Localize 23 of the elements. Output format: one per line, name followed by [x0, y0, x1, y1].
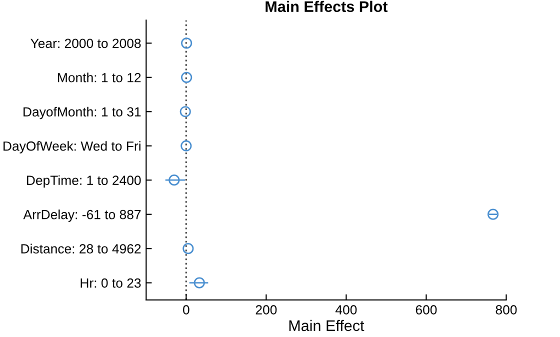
x-tick-label: 600: [416, 305, 437, 314]
y-tick-label: Month: 1 to 12: [58, 72, 141, 82]
point: [181, 72, 192, 83]
point: [180, 140, 192, 152]
point: [180, 106, 191, 118]
x-tick-label: 0: [183, 305, 190, 314]
point: [168, 174, 180, 186]
x-axis-title: Main Effect: [289, 320, 364, 332]
x-tick-label: 200: [256, 305, 277, 314]
point: [182, 243, 194, 254]
point: [487, 208, 499, 220]
point: [194, 277, 205, 288]
y-tick-label: DayOfWeek: Wed to Fri: [4, 141, 140, 154]
y-tick-label: Distance: 28 to 4962: [21, 244, 141, 254]
y-tick-label: ArrDelay: -61 to 887: [23, 210, 141, 222]
chart-title: Main Effects Plot: [266, 0, 388, 12]
y-tick-label: Hr: 0 to 23: [80, 278, 141, 288]
y-tick-label: DayofMonth: 1 to 31: [24, 106, 141, 120]
x-tick-label: 400: [336, 305, 357, 314]
point: [181, 38, 192, 49]
y-tick-label: DepTime: 1 to 2400: [27, 175, 141, 188]
x-tick-label: 800: [496, 305, 517, 314]
y-tick-label: Year: 2000 to 2008: [30, 38, 141, 48]
